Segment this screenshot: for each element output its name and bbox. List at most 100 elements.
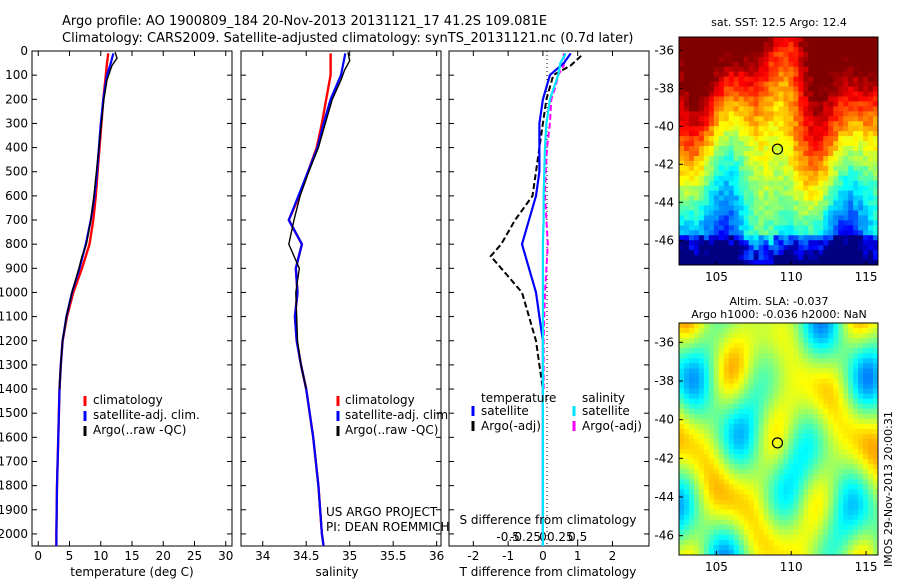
- sst-cell: [748, 210, 755, 216]
- credit-pi: PI: DEAN ROEMMICH: [326, 520, 449, 534]
- sst-cell: [853, 116, 859, 122]
- sst-cell: [873, 245, 879, 251]
- sst-cell: [733, 106, 740, 112]
- sst-cell: [743, 141, 750, 147]
- sla-cell: [773, 439, 779, 445]
- sst-cell: [828, 205, 834, 211]
- sla-cell: [778, 333, 784, 339]
- sla-cell: [679, 479, 685, 485]
- sst-cell: [843, 180, 849, 187]
- sst-cell: [733, 200, 740, 207]
- sst-cell: [738, 250, 745, 256]
- sst-cell: [748, 170, 755, 177]
- sla-cell: [753, 454, 760, 460]
- sla-cell: [743, 353, 750, 359]
- sla-cell: [853, 444, 859, 450]
- sst-cell: [733, 210, 740, 216]
- sla-cell: [783, 469, 789, 475]
- sst-cell: [743, 151, 750, 157]
- sla-cell: [778, 459, 784, 465]
- sst-cell: [728, 230, 735, 236]
- sla-cell: [733, 534, 740, 541]
- sst-cell: [773, 86, 779, 93]
- sst-cell: [778, 41, 784, 48]
- sla-cell: [873, 494, 879, 501]
- sla-cell: [753, 328, 760, 334]
- sla-cell: [873, 519, 879, 526]
- sla-cell: [763, 484, 770, 490]
- sla-cell: [778, 328, 784, 334]
- sla-cell: [679, 413, 685, 420]
- sla-cell: [873, 348, 879, 354]
- sst-cell: [743, 71, 750, 78]
- sla-cell: [788, 403, 794, 410]
- sla-cell: [688, 323, 695, 329]
- sla-cell: [753, 398, 760, 405]
- sst-cell: [783, 175, 789, 182]
- sla-cell: [683, 323, 690, 329]
- sst-cell: [863, 106, 869, 112]
- sla-cell: [823, 348, 829, 354]
- sst-cell: [818, 126, 824, 132]
- sst-cell: [738, 235, 745, 241]
- sst-cell: [783, 56, 789, 63]
- sst-cell: [833, 136, 839, 142]
- sst-cell: [853, 235, 859, 241]
- sst-cell: [783, 160, 789, 167]
- sla-cell: [858, 343, 864, 349]
- sla-cell: [728, 489, 735, 495]
- sla-cell: [778, 504, 784, 511]
- sst-cell: [853, 250, 859, 256]
- sla-cell: [703, 509, 710, 516]
- sst-cell: [763, 235, 770, 241]
- sla-cell: [838, 343, 844, 349]
- sla-cell: [778, 549, 784, 556]
- sla-cell: [813, 428, 819, 435]
- sla-cell: [773, 469, 779, 475]
- sst-cell: [848, 225, 854, 231]
- sst-cell: [723, 106, 730, 112]
- sst-cell: [683, 101, 690, 107]
- sst-cell: [708, 190, 715, 197]
- sst-cell: [793, 136, 799, 142]
- sst-cell: [818, 190, 824, 197]
- sla-cell: [738, 519, 745, 526]
- sla-cell: [848, 459, 854, 465]
- sst-cell: [833, 66, 839, 73]
- sla-cell: [813, 433, 819, 440]
- sst-cell: [718, 230, 725, 236]
- sst-cell: [843, 175, 849, 182]
- sst-cell: [753, 180, 760, 187]
- sst-cell: [788, 141, 794, 147]
- sla-cell: [868, 383, 874, 390]
- sst-cell: [843, 165, 849, 172]
- sst-cell: [733, 190, 740, 197]
- sst-cell: [868, 96, 874, 102]
- sst-cell: [838, 116, 844, 122]
- sst-cell: [798, 240, 804, 246]
- sla-cell: [758, 464, 765, 470]
- sst-cell: [773, 205, 779, 211]
- sst-cell: [828, 195, 834, 202]
- sla-cell: [813, 358, 819, 364]
- sst-cell: [753, 165, 760, 172]
- sla-cell: [783, 489, 789, 495]
- sst-cell: [813, 240, 819, 246]
- sst-cell: [693, 131, 700, 137]
- sst-cell: [733, 250, 740, 256]
- sla-cell: [688, 363, 695, 369]
- sst-cell: [778, 185, 784, 192]
- sst-cell: [823, 165, 829, 172]
- sla-cell: [763, 353, 770, 359]
- sla-cell: [808, 544, 814, 551]
- sst-cell: [823, 41, 829, 48]
- sst-cell: [808, 96, 814, 102]
- sla-cell: [863, 454, 869, 460]
- sst-cell: [848, 66, 854, 73]
- sla-cell: [679, 353, 685, 359]
- sst-cell: [728, 37, 735, 43]
- sla-cell: [793, 433, 799, 440]
- sst-cell: [758, 51, 765, 58]
- sla-cell: [858, 504, 864, 511]
- sla-cell: [713, 504, 720, 511]
